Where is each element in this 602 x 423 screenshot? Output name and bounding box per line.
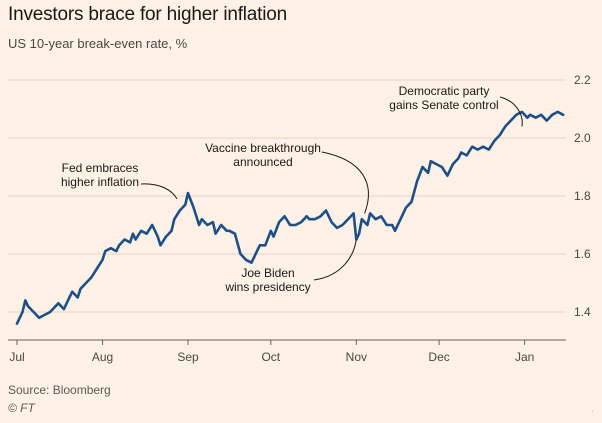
x-tick-label: Nov (346, 350, 367, 364)
y-tick-label: 2.0 (574, 131, 591, 145)
credit-note: © FT (8, 401, 35, 415)
x-tick-label: Jul (9, 350, 24, 364)
series-line (15, 110, 565, 325)
chart-title: Investors brace for higher inflation (8, 4, 288, 25)
x-tick-label: Jan (515, 350, 534, 364)
watermark: . (590, 403, 594, 415)
annotation-text-biden: Joe Biden (241, 266, 294, 280)
annotation-text-fed: Fed embraces (62, 161, 139, 175)
annotation-leader-biden (313, 239, 357, 281)
annotation-leader-fed (140, 183, 178, 200)
y-tick-label: 1.4 (574, 305, 591, 319)
annotation-text-fed: higher inflation (61, 175, 139, 189)
annotation-text-vaccine: Vaccine breakthrough (205, 141, 321, 155)
series-lines (15, 110, 565, 325)
y-tick-label: 1.6 (574, 247, 591, 261)
annotation-text-senate: gains Senate control (389, 98, 498, 112)
y-tick-label: 2.2 (574, 73, 591, 87)
annotation-text-vaccine: announced (233, 155, 292, 169)
x-tick-label: Dec (428, 350, 449, 364)
x-tick-label: Oct (261, 350, 280, 364)
annotation-leader-senate (499, 96, 523, 127)
annotation-leader-vaccine (321, 151, 369, 214)
x-tick-label: Sep (177, 350, 199, 364)
grid-lines (8, 79, 566, 313)
line-chart: 1.4 1.6 1.8 2.0 2.2 Jul Aug Sep Oct Nov Dec Jan Fe… (8, 73, 591, 364)
source-note: Source: Bloomberg (8, 383, 111, 397)
y-axis-labels: 1.4 1.6 1.8 2.0 2.2 (574, 73, 591, 319)
chart-subtitle: US 10-year break-even rate, % (8, 36, 188, 51)
y-tick-label: 1.8 (574, 189, 591, 203)
x-axis: Jul Aug Sep Oct Nov Dec Jan (8, 339, 566, 364)
annotation-text-biden: wins presidency (224, 280, 310, 294)
annotation-text-senate: Democratic party (399, 84, 490, 98)
x-tick-label: Aug (92, 350, 113, 364)
